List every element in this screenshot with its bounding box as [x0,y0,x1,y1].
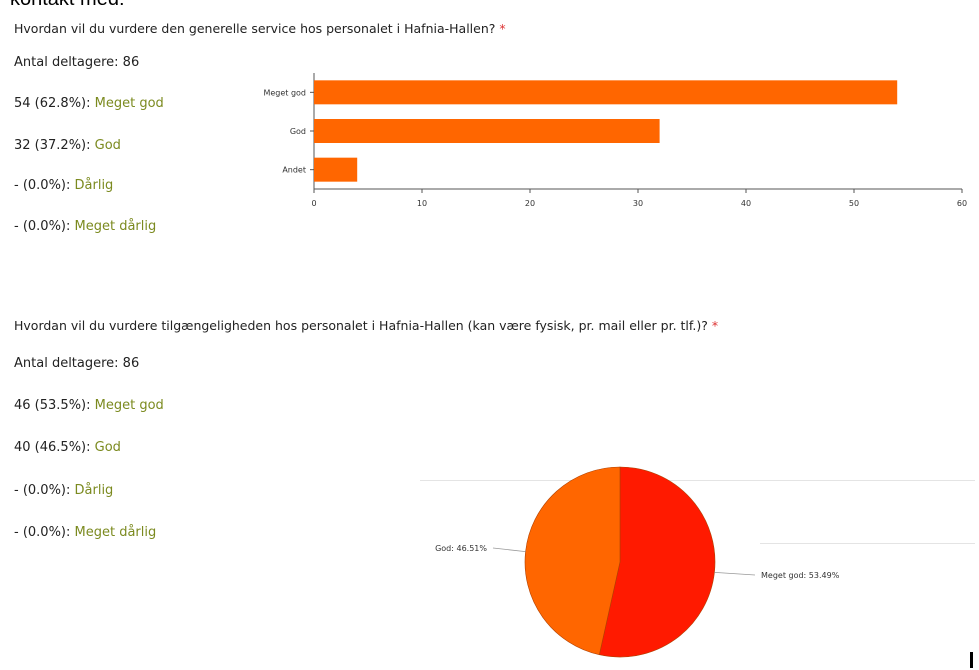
question-2: Hvordan vil du vurdere tilgængeligheden … [14,318,718,333]
result-count: - (0.0%): [14,525,71,540]
divider [420,480,975,481]
x-tick-label: 20 [525,199,535,208]
category-label: God [290,127,306,136]
slice-label: God: 46.51% [435,544,487,553]
result-option: Meget god [94,398,164,413]
result-option: Meget god [94,96,164,111]
category-label: Andet [282,166,306,175]
bar-chart: Meget god God Andet 0 10 20 30 40 50 60 [263,73,967,208]
result-option: God [94,138,121,153]
x-tick-label: 10 [417,199,427,208]
result-option: God [94,440,121,455]
bar [314,157,358,182]
result-option: Dårlig [74,483,114,498]
result-count: - (0.0%): [14,178,71,193]
question-1: Hvordan vil du vurdere den generelle ser… [14,21,506,36]
edge-mark [970,652,973,668]
result-row: - (0.0%): Meget dårlig [14,219,156,234]
result-row: - (0.0%): Dårlig [14,178,113,193]
result-row: 54 (62.8%): Meget god [14,96,164,111]
result-option: Meget dårlig [74,219,157,234]
question-2-text: Hvordan vil du vurdere tilgængeligheden … [14,318,708,333]
result-count: 40 (46.5%): [14,440,91,455]
result-row: - (0.0%): Dårlig [14,483,113,498]
x-tick-label: 40 [741,199,751,208]
result-count: - (0.0%): [14,483,71,498]
result-row: - (0.0%): Meget dårlig [14,525,156,540]
bar [314,119,660,143]
result-row: 40 (46.5%): God [14,440,121,455]
x-tick-label: 30 [633,199,643,208]
result-option: Dårlig [74,178,114,193]
participants-count-1: Antal deltagere: 86 [14,55,140,70]
required-mark: * [499,21,506,36]
participants-count-2: Antal deltagere: 86 [14,356,140,371]
leader-line [492,547,526,553]
x-tick-label: 50 [849,199,859,208]
divider [760,543,975,544]
required-mark: * [711,318,719,333]
bar [314,80,898,105]
result-row: 46 (53.5%): Meget god [14,398,164,413]
x-tick-label: 0 [311,199,316,208]
result-count: 46 (53.5%): [14,398,91,413]
question-1-text: Hvordan vil du vurdere den generelle ser… [14,21,496,36]
slice-label: Meget god: 53.49% [761,571,840,580]
pie-chart: Meget god: 53.49% God: 46.51% [435,466,840,658]
result-option: Meget dårlig [74,525,157,540]
result-count: - (0.0%): [14,219,71,234]
x-tick-label: 60 [957,199,967,208]
leader-line [714,571,756,576]
result-row: 32 (37.2%): God [14,138,121,153]
category-label: Meget god [263,88,306,97]
result-count: 32 (37.2%): [14,138,91,153]
result-count: 54 (62.8%): [14,96,91,111]
clipped-heading: kontakt med: [10,0,125,11]
pie-slice [524,466,621,656]
